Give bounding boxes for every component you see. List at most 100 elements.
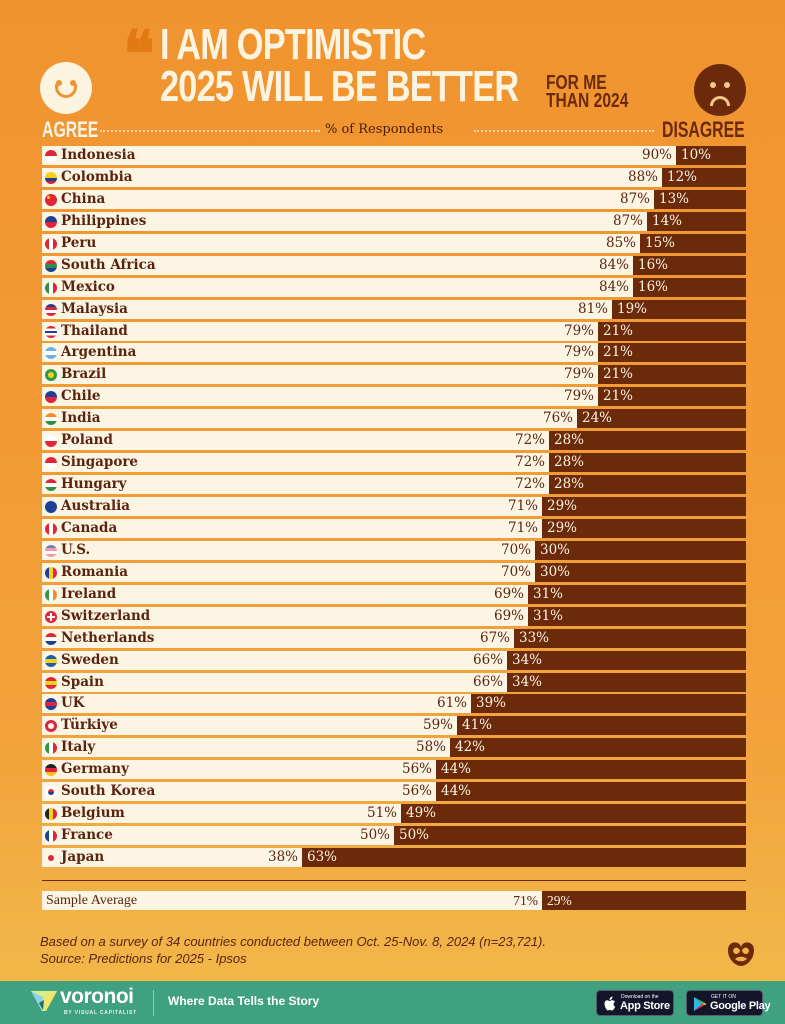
disagree-bar: 21% (598, 387, 746, 407)
disagree-bar: 21% (598, 343, 746, 363)
table-row: Spain 66% 34% (42, 672, 746, 692)
country-name: Singapore (61, 454, 139, 471)
agree-value: 81% (577, 300, 608, 317)
disagree-bar: 39% (471, 694, 746, 714)
agree-value: 56% (401, 761, 432, 778)
country-flag-icon (45, 457, 57, 470)
country-name: Italy (61, 739, 96, 756)
disagree-bar: 16% (633, 277, 746, 297)
disagree-value: 50% (399, 827, 430, 844)
disagree-bar: 10% (676, 146, 746, 165)
disagree-bar: 44% (436, 760, 746, 780)
google-play-icon (694, 997, 707, 1011)
table-row: Colombia 88% 12% (42, 167, 746, 187)
country-name: Belgium (61, 805, 125, 822)
country-name: Poland (61, 432, 113, 449)
country-name: Spain (61, 673, 104, 690)
disagree-value: 21% (603, 388, 634, 405)
country-name: Sweden (61, 651, 119, 668)
disagree-bar: 28% (549, 475, 746, 495)
table-row: Romania 70% 30% (42, 562, 746, 582)
country-name: Indonesia (61, 147, 136, 163)
title-side-line-2: THAN 2024 (546, 90, 629, 112)
country-flag-icon (45, 347, 57, 360)
app-store-button[interactable]: Download on the App Store (596, 990, 674, 1016)
google-play-small-text: GET IT ON (711, 994, 736, 1000)
table-row: South Korea 56% 44% (42, 782, 746, 802)
country-name: Australia (61, 498, 130, 514)
frowning-face-icon (694, 64, 746, 116)
agree-value: 72% (514, 432, 545, 449)
disagree-value: 44% (441, 761, 472, 778)
country-flag-icon (45, 435, 57, 448)
country-name: Switzerland (61, 607, 151, 624)
survey-note: Based on a survey of 34 countries conduc… (40, 934, 546, 949)
table-row: Mexico 84% 16% (42, 277, 746, 297)
disagree-value: 41% (462, 717, 493, 734)
country-name: Türkiye (61, 717, 118, 734)
disagree-value: 14% (652, 212, 683, 229)
table-row: Hungary 72% 28% (42, 475, 746, 495)
table-row: France 50% 50% (42, 826, 746, 846)
disagree-value: 33% (519, 629, 550, 646)
average-divider (42, 880, 746, 881)
table-row: Germany 56% 44% (42, 760, 746, 780)
agree-value: 71% (507, 498, 538, 514)
voronoi-logo-icon[interactable] (30, 989, 58, 1013)
agree-value: 61% (436, 695, 467, 712)
average-label: Sample Average (46, 893, 138, 908)
agree-value: 84% (598, 256, 629, 273)
table-row: U.S. 70% 30% (42, 540, 746, 560)
country-name: U.S. (61, 541, 91, 558)
country-flag-icon (45, 193, 57, 206)
disagree-value: 21% (603, 366, 634, 383)
country-flag-icon (45, 632, 57, 645)
average-agree-value: 71% (513, 893, 538, 908)
source-note: Source: Predictions for 2025 - Ipsos (40, 951, 247, 966)
footer-bar: voronoi BY VISUAL CAPITALIST Where Data … (0, 981, 785, 1024)
disagree-value: 15% (645, 234, 676, 251)
disagree-value: 29% (547, 498, 578, 514)
table-row: Belgium 51% 49% (42, 804, 746, 824)
country-name: Brazil (61, 366, 107, 383)
table-row: Japan 38% 63% (42, 848, 746, 867)
disagree-bar: 14% (647, 211, 746, 231)
agree-value: 79% (563, 366, 594, 383)
agree-value: 67% (479, 629, 510, 646)
disagree-bar: 28% (549, 431, 746, 451)
disagree-value: 49% (406, 805, 437, 822)
table-row: South Africa 84% 16% (42, 255, 746, 275)
table-row: UK 61% 39% (42, 694, 746, 714)
country-flag-icon (45, 259, 57, 272)
title-line-2: 2025 WILL BE BETTER (160, 62, 519, 111)
country-flag-icon (45, 369, 57, 382)
agree-value: 70% (500, 563, 531, 580)
agree-value: 66% (472, 673, 503, 690)
agree-value: 56% (401, 783, 432, 800)
dotted-divider (474, 130, 654, 132)
google-play-button[interactable]: GET IT ON Google Play (686, 990, 771, 1016)
disagree-value: 44% (441, 783, 472, 800)
agree-value: 87% (619, 190, 650, 207)
country-flag-icon (45, 325, 57, 338)
agree-value: 50% (359, 827, 390, 844)
country-flag-icon (45, 610, 57, 623)
table-row: Netherlands 67% 33% (42, 628, 746, 648)
disagree-bar: 42% (450, 738, 746, 758)
agree-value: 84% (598, 278, 629, 295)
disagree-bar: 28% (549, 453, 746, 473)
country-name: Chile (61, 388, 101, 405)
brand-name[interactable]: voronoi (60, 985, 134, 1008)
disagree-value: 28% (554, 454, 585, 471)
country-name: South Africa (61, 256, 156, 273)
country-name: Argentina (61, 344, 137, 361)
app-store-label: App Store (620, 1000, 670, 1012)
disagree-bar: 29% (542, 497, 746, 516)
agree-value: 72% (514, 454, 545, 471)
agree-value: 85% (605, 234, 636, 251)
table-row: Argentina 79% 21% (42, 343, 746, 363)
table-row: Brazil 79% 21% (42, 365, 746, 385)
tagline: Where Data Tells the Story (168, 994, 320, 1008)
country-flag-icon (45, 830, 57, 843)
country-name: Romania (61, 563, 128, 580)
